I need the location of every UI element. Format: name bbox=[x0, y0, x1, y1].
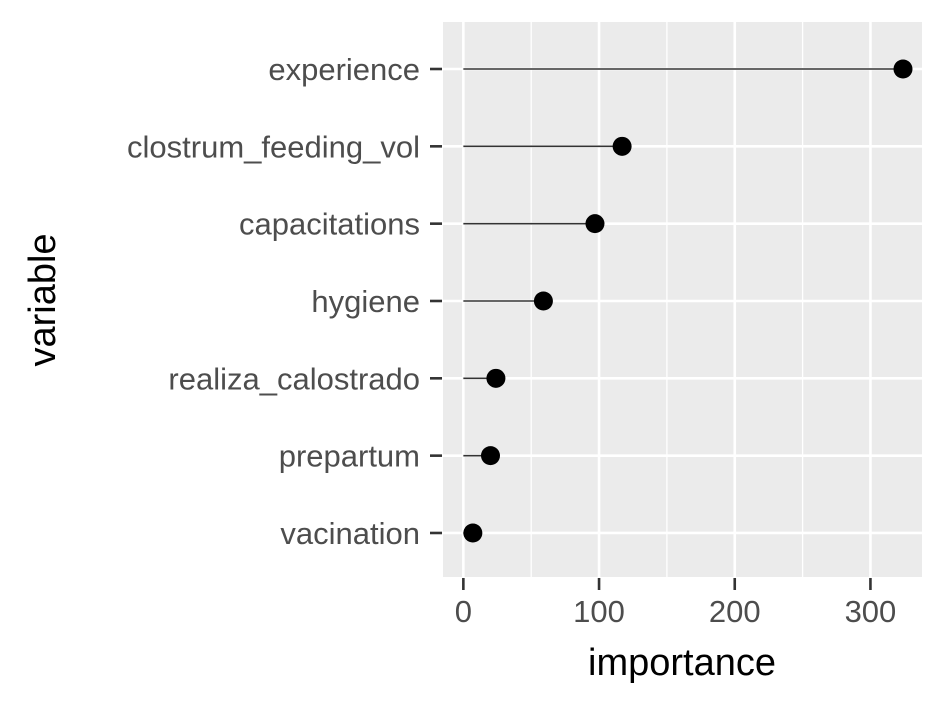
y-tick-label: hygiene bbox=[311, 284, 420, 319]
x-axis-title: importance bbox=[588, 642, 776, 684]
lollipop-point bbox=[612, 136, 632, 156]
x-tick-label: 0 bbox=[455, 594, 472, 629]
x-axis: 0 100 200 300 bbox=[455, 578, 897, 629]
x-tick-label: 200 bbox=[709, 594, 761, 629]
y-tick-label: clostrum_feeding_vol bbox=[127, 129, 420, 164]
y-tick-label: capacitations bbox=[239, 207, 420, 242]
y-tick-label: prepartum bbox=[279, 439, 420, 474]
lollipop-point bbox=[893, 59, 913, 79]
lollipop-point bbox=[463, 523, 483, 543]
y-axis-title: variable bbox=[22, 233, 64, 366]
y-tick-label: experience bbox=[268, 52, 420, 87]
x-tick-label: 100 bbox=[573, 594, 625, 629]
y-tick-label: vacination bbox=[280, 516, 420, 551]
lollipop-point bbox=[486, 368, 506, 388]
lollipop-points bbox=[463, 59, 913, 543]
minor-gridlines bbox=[530, 22, 804, 577]
y-axis: experience clostrum_feeding_vol capacitati… bbox=[127, 52, 442, 551]
lollipop-point bbox=[533, 291, 553, 311]
lollipop-segments bbox=[463, 68, 904, 534]
lollipop-point bbox=[585, 214, 605, 234]
lollipop-point bbox=[480, 446, 500, 466]
plot-panel bbox=[443, 22, 922, 577]
y-tick-label: realiza_calostrado bbox=[168, 361, 420, 396]
x-tick-label: 300 bbox=[845, 594, 897, 629]
